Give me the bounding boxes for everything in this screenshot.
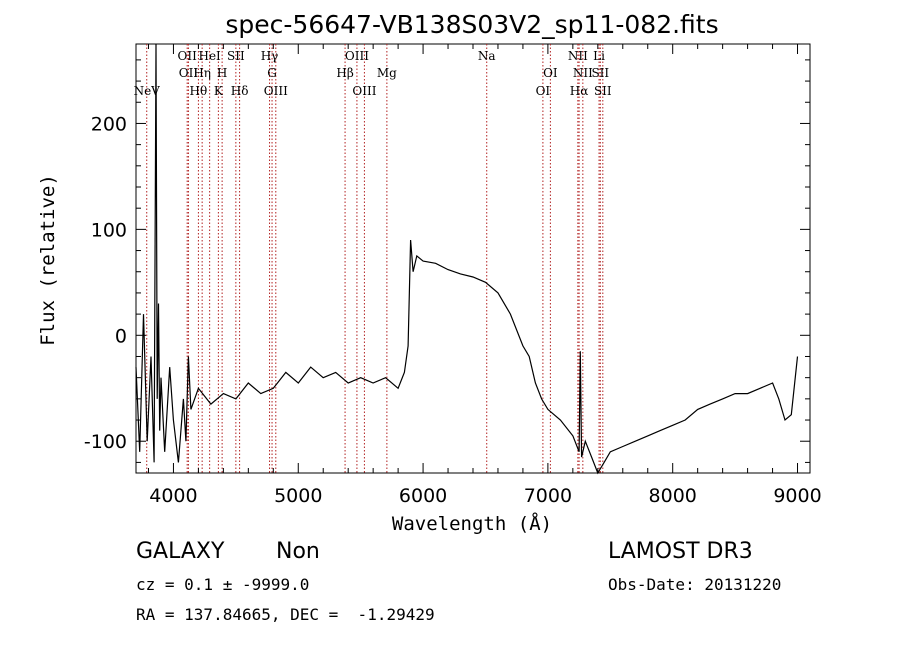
spectral-line-label: Li xyxy=(593,49,605,63)
spectral-line-label: Hγ xyxy=(261,49,279,63)
spectral-line-label: OIII xyxy=(264,84,288,98)
spectral-line-label: NII xyxy=(568,49,588,63)
spectral-line-label: NII xyxy=(573,66,593,80)
spectral-line-label: OI xyxy=(536,84,551,98)
obs-date-text: Obs-Date: 20131220 xyxy=(608,575,781,594)
redshift-text: cz = 0.1 ± -9999.0 xyxy=(136,575,309,594)
y-tick-label: -100 xyxy=(84,431,127,453)
spectral-line-label: OI xyxy=(543,66,558,80)
spectral-line-label: OIII xyxy=(345,49,369,63)
object-subclass: Non xyxy=(276,539,320,564)
spectral-line-label: Hβ xyxy=(336,66,353,80)
spectral-line-label: OII xyxy=(178,49,198,63)
survey-name: LAMOST DR3 xyxy=(608,539,753,564)
spectral-line-label: Na xyxy=(478,49,496,63)
y-tick-label: 200 xyxy=(91,113,127,135)
x-tick-label: 8000 xyxy=(649,485,697,507)
spectral-line-label: Hη xyxy=(193,66,211,80)
object-class: GALAXY xyxy=(136,539,225,564)
spectrum-line xyxy=(135,43,799,475)
spectral-line-label: OII xyxy=(179,66,199,80)
y-tick-labels: -100 0 100 200 xyxy=(84,113,127,453)
coordinates-text: RA = 137.84665, DEC = -1.29429 xyxy=(136,605,435,624)
axis-ticks xyxy=(136,44,810,473)
spectral-line-label: H xyxy=(217,66,227,80)
spectral-line-label: Hδ xyxy=(231,84,249,98)
spectral-line-label: HeI xyxy=(198,49,221,63)
spectral-line-label: Hθ xyxy=(190,84,208,98)
spectral-line-label: NeV xyxy=(134,84,161,98)
x-tick-label: 4000 xyxy=(149,485,197,507)
x-tick-label: 5000 xyxy=(274,485,322,507)
spectral-line-label: Mg xyxy=(377,66,397,80)
spectral-line-markers xyxy=(146,44,604,473)
x-axis-label: Wavelength (Å) xyxy=(392,512,552,535)
x-tick-labels: 4000 5000 6000 7000 8000 9000 xyxy=(149,485,821,507)
plot-frame xyxy=(135,43,811,474)
y-tick-label: 0 xyxy=(115,325,127,347)
x-tick-label: 6000 xyxy=(399,485,447,507)
spectral-line-labels: NeVOIIOIIHθHηHeIKHSIIHδHγGOIIIHβOIIIOIII… xyxy=(134,49,612,98)
chart-title: spec-56647-VB138S03V2_sp11-082.fits xyxy=(225,10,718,39)
spectral-line-label: SII xyxy=(591,66,609,80)
spectral-line-label: OIII xyxy=(352,84,376,98)
spectral-line-label: Hα xyxy=(570,84,589,98)
x-tick-label: 9000 xyxy=(773,485,821,507)
y-tick-label: 100 xyxy=(91,219,127,241)
y-axis-label: Flux (relative) xyxy=(37,174,59,346)
x-tick-label: 7000 xyxy=(524,485,572,507)
spectral-line-label: SII xyxy=(594,84,612,98)
spectral-line-label: K xyxy=(214,84,224,98)
spectral-line-label: G xyxy=(267,66,277,80)
spectral-line-label: SII xyxy=(227,49,245,63)
